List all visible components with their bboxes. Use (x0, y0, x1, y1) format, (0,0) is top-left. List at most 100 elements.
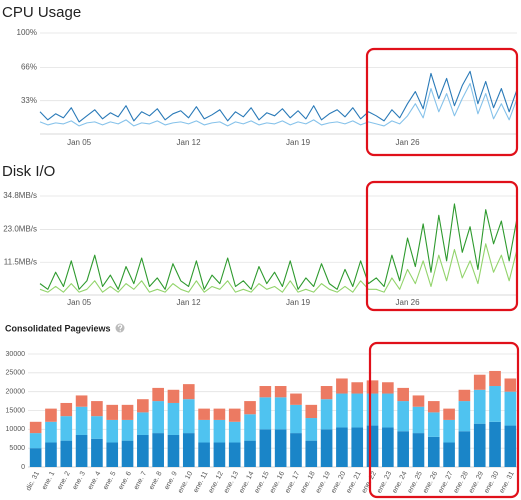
bar-segment (60, 402, 73, 417)
chart-title: Consolidated Pageviews (5, 323, 111, 333)
bar-segment (198, 442, 210, 467)
bar-segment (489, 421, 501, 467)
bar-segment (60, 440, 73, 467)
bar-segment (366, 380, 379, 394)
x-tick-label: Jan 05 (67, 138, 92, 147)
bar-segment (45, 408, 57, 422)
bar-segment (259, 429, 272, 467)
bar-segment (382, 382, 394, 394)
bar-segment (336, 393, 348, 428)
bar-segment (305, 418, 318, 441)
bar-segment (45, 421, 57, 443)
bar-segment (75, 434, 88, 467)
bar-segment (137, 399, 149, 413)
bar-segment (213, 408, 226, 420)
bar-segment (167, 389, 180, 403)
bar-segment (213, 419, 226, 443)
bar-segment (397, 387, 409, 402)
bar-segment (91, 416, 103, 439)
bar-segment (336, 378, 348, 394)
bar-segment (274, 386, 287, 398)
y-tick-label: 0 (21, 464, 25, 471)
bar-segment (29, 433, 42, 449)
help-icon[interactable] (115, 323, 125, 333)
bar-segment (106, 419, 119, 443)
bar-segment (106, 404, 119, 420)
bar-segment (45, 442, 57, 467)
x-tick-label: Jan 26 (396, 138, 421, 147)
highlight-box (365, 180, 519, 312)
bar-segment (244, 414, 256, 441)
bar-segment (412, 433, 425, 467)
bar-segment (244, 440, 256, 467)
bar-segment (351, 382, 364, 394)
x-tick-label: ene. 9 (164, 470, 179, 491)
bar-segment (412, 395, 425, 407)
bar-segment (427, 412, 440, 437)
bar-segment (458, 431, 471, 467)
x-tick-label: ene. 4 (87, 470, 102, 491)
bar-segment (504, 425, 517, 467)
bar-segment (489, 386, 501, 422)
bar-segment (427, 401, 440, 413)
chart-title: CPU Usage (2, 4, 81, 21)
bar-segment (106, 442, 119, 467)
bar-segment (290, 433, 302, 467)
bar-segment (91, 438, 103, 467)
x-tick-label: Jan 19 (286, 138, 311, 147)
bar-segment (443, 442, 455, 467)
bar-segment (290, 393, 302, 405)
x-tick-label: ene. 31 (499, 470, 516, 494)
y-tick-label: 15000 (6, 407, 26, 414)
bar-segment (458, 389, 471, 402)
y-tick-label: 66% (21, 62, 37, 71)
bar-segment (213, 442, 226, 467)
bar-segment (29, 421, 42, 434)
bar-segment (320, 399, 333, 430)
bar-segment (259, 386, 272, 398)
bar-segment (274, 397, 287, 430)
bar-segment (489, 370, 501, 387)
line-series (39, 70, 518, 123)
x-tick-label: ene. 8 (148, 470, 163, 491)
bar-segment (121, 419, 134, 441)
chart-title: Disk I/O (2, 163, 55, 180)
bar-segment (259, 397, 272, 430)
bar-segment (443, 419, 455, 443)
bar-segment (121, 404, 134, 420)
bar-segment (443, 408, 455, 420)
x-tick-label: Jan 05 (67, 298, 92, 307)
bar-segment (290, 404, 302, 434)
bar-segment (305, 404, 318, 419)
x-tick-label: ene. 3 (72, 470, 87, 491)
bar-segment (152, 433, 164, 467)
x-tick-label: ene. 1 (41, 470, 56, 491)
x-tick-label: Jan 26 (396, 298, 421, 307)
bar-segment (228, 442, 241, 467)
y-tick-label: 5000 (9, 445, 25, 452)
bar-segment (75, 395, 88, 407)
y-tick-label: 33% (21, 96, 37, 105)
x-tick-label: Jan 12 (177, 298, 202, 307)
x-tick-label: Jan 19 (286, 298, 311, 307)
y-tick-label: 10000 (6, 426, 26, 433)
bar-segment (458, 401, 471, 432)
bar-segment (75, 406, 88, 435)
bar-segment (412, 406, 425, 434)
bar-segment (305, 440, 318, 467)
x-tick-label: dic. 31 (25, 470, 41, 492)
x-tick-label: Jan 12 (177, 138, 202, 147)
line-series (39, 203, 518, 290)
bar-segment (504, 378, 517, 392)
bar-segment (137, 434, 149, 467)
bar-segment (91, 401, 103, 417)
bar-segment (29, 448, 42, 467)
bar-segment (504, 391, 517, 426)
bar-segment (121, 440, 134, 467)
bar-segment (60, 416, 73, 441)
bar-segment (473, 389, 486, 424)
line-series (39, 243, 518, 293)
bar-segment (320, 429, 333, 467)
